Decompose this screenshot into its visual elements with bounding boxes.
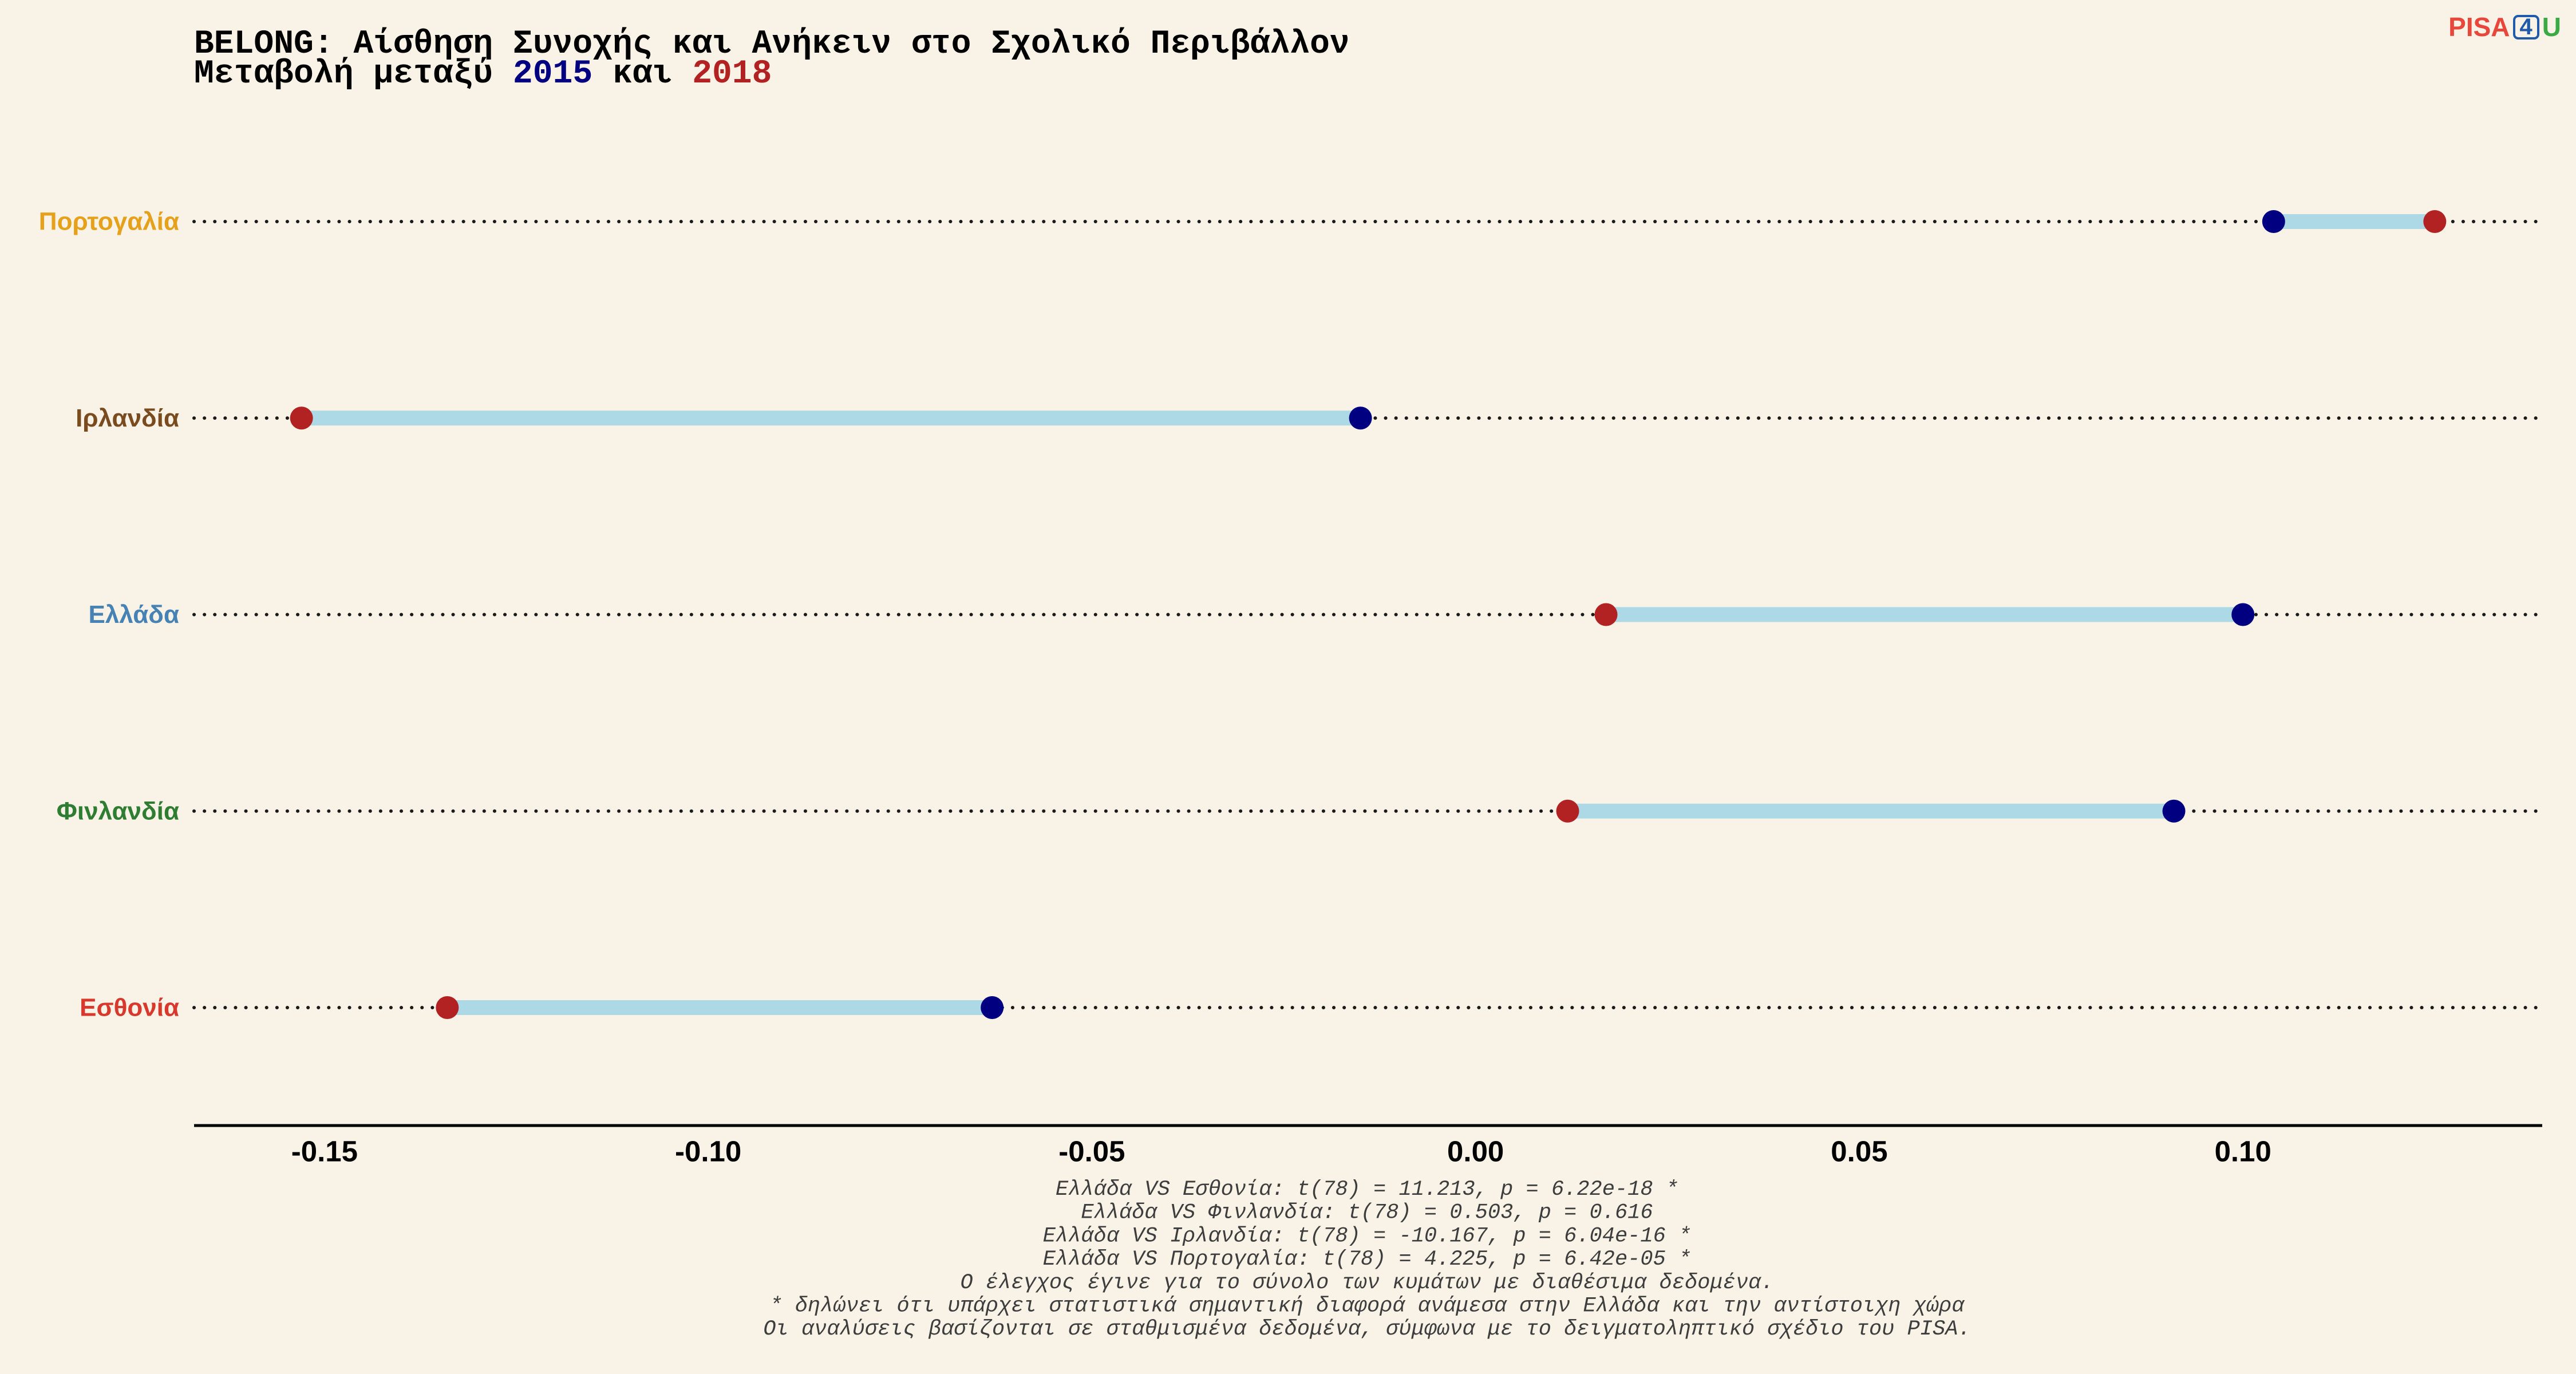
x-tick-label: -0.05 [1058, 1135, 1125, 1168]
subtitle-prefix: Μεταβολή μεταξύ [194, 56, 493, 93]
logo-text-4: 4 [2512, 14, 2539, 40]
category-label: Εσθονία [80, 994, 179, 1022]
point-2018 [436, 996, 459, 1019]
subtitle-year-2018: 2018 [692, 56, 772, 93]
footnotes: Ελλάδα VS Εσθονία: t(78) = 11.213, p = 6… [763, 1178, 1970, 1341]
category-row: Ελλάδα [88, 601, 2544, 629]
point-2015 [981, 996, 1004, 1019]
category-row: Ιρλανδία [76, 404, 2544, 432]
point-2015 [2162, 799, 2186, 823]
category-label: Ιρλανδία [76, 404, 179, 432]
x-axis-tick-labels: -0.15 -0.10 -0.05 0.00 0.05 0.10 [291, 1135, 2271, 1168]
pisa4u-logo: PISA 4 U [2448, 14, 2561, 40]
point-2015 [2231, 603, 2255, 626]
x-tick-label: 0.00 [1447, 1135, 1504, 1168]
category-label: Ελλάδα [88, 601, 179, 629]
category-row: Εσθονία [80, 994, 2544, 1022]
footnote-line: Ελλάδα VS Ιρλανδία: t(78) = -10.167, p =… [1043, 1224, 1691, 1248]
chart-title-block: BELONG: Αίσθηση Συνοχής και Ανήκειν στο … [194, 26, 1350, 91]
point-2018 [290, 406, 313, 430]
point-2018 [2423, 210, 2447, 233]
footnote-line: Οι αναλύσεις βασίζονται σε σταθμισμένα δ… [763, 1317, 1970, 1341]
logo-text-pisa: PISA [2448, 12, 2510, 42]
point-2018 [1556, 799, 1579, 823]
chart-title: BELONG: Αίσθηση Συνοχής και Ανήκειν στο … [194, 26, 1350, 63]
x-tick-label: 0.05 [1831, 1135, 1887, 1168]
footnote-line: Ελλάδα VS Φινλανδία: t(78) = 0.503, p = … [1081, 1201, 1653, 1225]
x-tick-label: -0.10 [675, 1135, 741, 1168]
plot-rows: Πορτογαλία Ιρλανδία Ελλάδα Φινλανδία Εσθονία [39, 208, 2544, 1022]
category-label: Πορτογαλία [39, 208, 179, 236]
point-2015 [1349, 406, 1372, 430]
chart-subtitle: Μεταβολή μεταξύ 2015 και 2018 [194, 58, 1350, 91]
footnote-line: Ελλάδα VS Πορτογαλία: t(78) = 4.225, p =… [1043, 1247, 1691, 1272]
category-label: Φινλανδία [57, 797, 179, 825]
logo-text-u: U [2542, 12, 2561, 42]
point-2018 [1594, 603, 1618, 626]
category-row: Φινλανδία [57, 797, 2544, 825]
footnote-line: * δηλώνει ότι υπάρχει στατιστικά σημαντι… [769, 1294, 1965, 1318]
footnote-line: Ο έλεγχος έγινε για το σύνολο των κυμάτω… [960, 1271, 1773, 1295]
category-row: Πορτογαλία [39, 208, 2544, 236]
subtitle-middle: και [612, 56, 673, 93]
point-2015 [2262, 210, 2285, 233]
x-tick-label: -0.15 [291, 1135, 358, 1168]
subtitle-year-2015: 2015 [512, 56, 593, 93]
x-tick-label: 0.10 [2215, 1135, 2271, 1168]
footnote-line: Ελλάδα VS Εσθονία: t(78) = 11.213, p = 6… [1056, 1178, 1678, 1202]
